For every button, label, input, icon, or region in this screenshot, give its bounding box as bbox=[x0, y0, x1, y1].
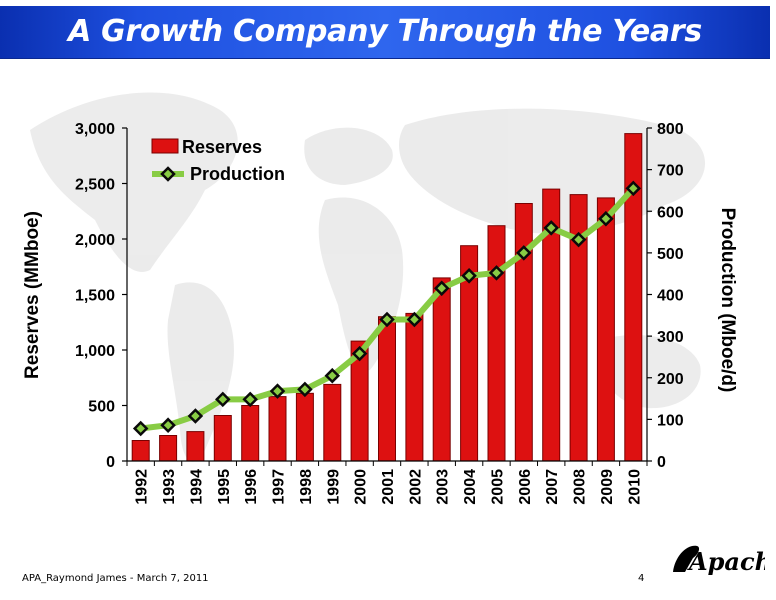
legend-reserves-label: Reserves bbox=[182, 137, 262, 157]
page-title: A Growth Company Through the Years bbox=[68, 14, 702, 49]
svg-text:Apache: Apache bbox=[687, 547, 765, 576]
production-point-1992 bbox=[132, 420, 149, 437]
reserves-bar-1992 bbox=[131, 440, 150, 462]
right-tick-label: 400 bbox=[657, 288, 684, 305]
reserves-bar-1996 bbox=[241, 405, 260, 462]
legend-reserves-swatch bbox=[151, 138, 179, 154]
left-tick-label: 1,500 bbox=[75, 288, 115, 305]
legend-production-marker bbox=[160, 166, 176, 182]
x-tick-label: 1999 bbox=[325, 469, 342, 505]
x-tick-label: 2003 bbox=[435, 469, 452, 505]
reserves-bar-2002 bbox=[405, 312, 424, 462]
right-axis-ticks: 0 100 200 300 400 500 600 700 800 bbox=[647, 121, 684, 471]
title-banner bbox=[0, 6, 770, 59]
left-axis-title: Reserves (MMboe) bbox=[22, 211, 43, 379]
x-tick-label: 2002 bbox=[407, 469, 424, 505]
left-tick-label: 500 bbox=[88, 399, 115, 416]
x-tick-label: 1994 bbox=[188, 469, 205, 505]
x-tick-label: 2004 bbox=[462, 469, 479, 505]
reserves-bar-2001 bbox=[378, 316, 396, 462]
x-tick-label: 2005 bbox=[490, 469, 507, 505]
legend: Reserves Production bbox=[151, 137, 285, 184]
left-tick-label: 3,000 bbox=[75, 121, 115, 138]
reserves-bar-2009 bbox=[596, 197, 615, 462]
x-tick-label: 1992 bbox=[134, 469, 151, 505]
x-tick-label: 2007 bbox=[544, 469, 561, 505]
right-tick-label: 200 bbox=[657, 371, 684, 388]
production-point-1998 bbox=[297, 381, 313, 398]
left-axis-ticks: 0 500 1,000 1,500 2,000 2,500 3,000 bbox=[75, 121, 127, 471]
left-tick-label: 2,500 bbox=[75, 177, 115, 194]
reserves-bar-2005 bbox=[487, 225, 506, 462]
production-point-2001 bbox=[379, 311, 395, 328]
production-point-2006 bbox=[516, 245, 532, 261]
production-point-1993 bbox=[160, 417, 176, 433]
x-tick-label: 1996 bbox=[243, 469, 260, 505]
left-tick-label: 1,000 bbox=[75, 343, 115, 360]
production-point-2005 bbox=[488, 265, 505, 281]
production-point-1996 bbox=[242, 391, 258, 408]
production-point-1999 bbox=[324, 367, 341, 384]
footer-text: APA_Raymond James - March 7, 2011 bbox=[22, 573, 209, 584]
x-tick-label: 1998 bbox=[298, 469, 315, 505]
production-point-2002 bbox=[406, 311, 423, 328]
legend-production-label: Production bbox=[190, 164, 285, 184]
production-point-1994 bbox=[187, 408, 204, 424]
x-tick-label: 1995 bbox=[216, 469, 233, 505]
reserves-bar-1994 bbox=[186, 431, 205, 462]
reserves-bar-2003 bbox=[432, 277, 451, 462]
x-tick-label: 1997 bbox=[271, 469, 288, 505]
x-tick-label: 2006 bbox=[517, 469, 534, 505]
x-tick-label: 2001 bbox=[380, 469, 397, 505]
right-tick-label: 300 bbox=[657, 329, 684, 346]
page-number: 4 bbox=[638, 573, 645, 584]
x-tick-label: 2009 bbox=[599, 469, 616, 505]
apache-logo: Apache bbox=[673, 545, 765, 576]
x-tick-label: 2000 bbox=[353, 469, 370, 505]
reserves-bar-1993 bbox=[159, 435, 178, 462]
reserves-bar-1998 bbox=[295, 392, 314, 462]
production-point-1995 bbox=[215, 391, 231, 408]
reserves-bar-1997 bbox=[268, 396, 287, 462]
production-line bbox=[132, 180, 642, 437]
production-point-2008 bbox=[570, 231, 587, 248]
left-tick-label: 2,000 bbox=[75, 232, 115, 249]
right-tick-label: 100 bbox=[657, 412, 684, 429]
production-point-2004 bbox=[461, 268, 477, 284]
right-tick-label: 600 bbox=[657, 204, 684, 221]
x-tick-label: 1993 bbox=[161, 469, 178, 505]
right-tick-label: 0 bbox=[657, 454, 666, 471]
reserves-bar-2006 bbox=[514, 203, 533, 462]
production-point-2007 bbox=[543, 220, 559, 236]
x-tick-label: 2008 bbox=[572, 469, 589, 505]
right-axis-title: Production (Mboe/d) bbox=[717, 208, 738, 393]
x-axis-ticks: 1992 1993 1994 1995 1996 1997 1998 1999 2000 2001… bbox=[126, 461, 648, 505]
left-tick-label: 0 bbox=[106, 454, 115, 471]
production-point-2003 bbox=[433, 280, 450, 297]
right-tick-label: 500 bbox=[657, 246, 684, 263]
production-point-2000 bbox=[351, 345, 368, 362]
right-tick-label: 800 bbox=[657, 121, 684, 138]
reserves-bar-1995 bbox=[213, 415, 232, 462]
production-point-1997 bbox=[269, 383, 286, 399]
reserves-bar-1999 bbox=[323, 383, 342, 462]
production-point-2009 bbox=[598, 210, 614, 227]
right-tick-label: 700 bbox=[657, 163, 684, 180]
production-point-2010 bbox=[625, 180, 642, 197]
x-tick-label: 2010 bbox=[626, 469, 643, 505]
